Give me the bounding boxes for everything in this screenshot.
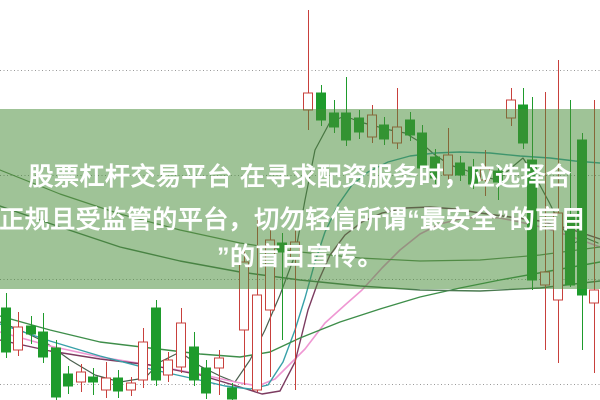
banner-text-line-3: ”的盲目宣传。 bbox=[216, 243, 384, 271]
banner-text-line-2: 法正规且受监管的平台，切勿轻信所谓“最安全”的盲目 bbox=[0, 206, 587, 234]
overlay-banner: 股票杠杆交易平台 在寻求配资服务时，应选择合 法正规且受监管的平台，切勿轻信所谓… bbox=[0, 109, 600, 289]
banner-text-line-1: 股票杠杆交易平台 在寻求配资服务时，应选择合 bbox=[28, 163, 572, 191]
